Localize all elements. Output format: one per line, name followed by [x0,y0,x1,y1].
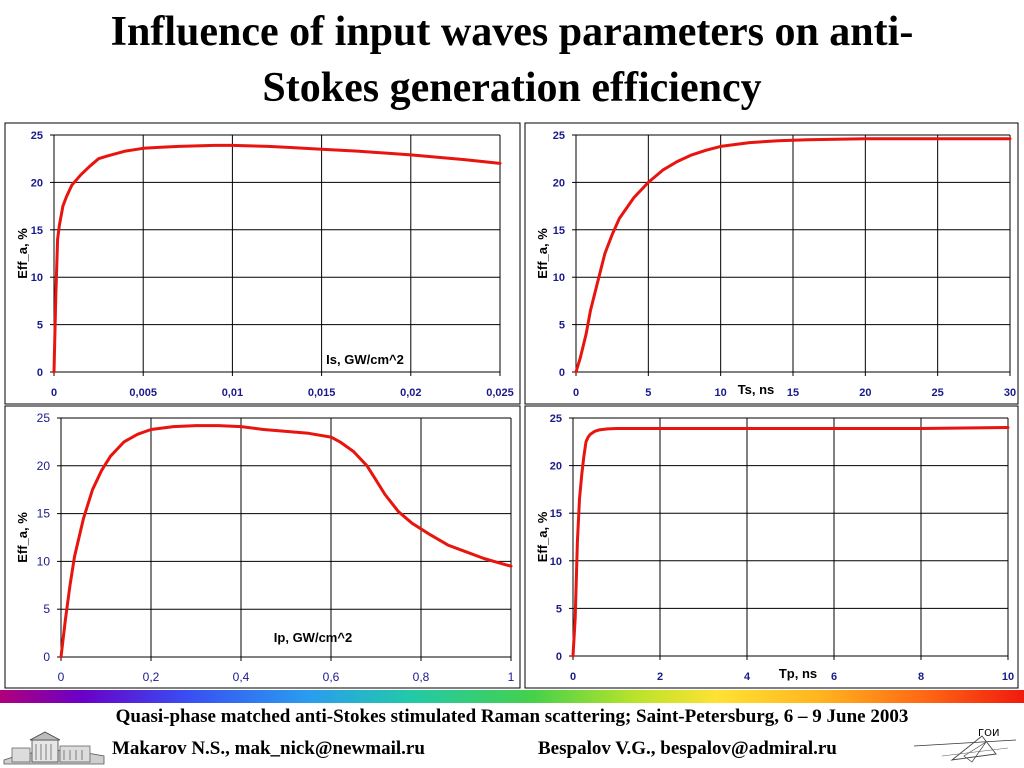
slide-title-line1: Influence of input waves parameters on a… [110,9,914,55]
x-tick-label: 15 [787,387,799,399]
x-tick-label: 0,005 [129,387,157,399]
y-tick-label: 25 [550,413,562,425]
x-tick-label: 0,6 [323,670,340,684]
x-axis-label: Ts, ns [738,382,775,397]
y-tick-label: 5 [37,320,43,332]
author-makarov: Makarov N.S., mak_nick@newmail.ru [112,738,425,759]
y-tick-label: 25 [31,130,43,142]
y-tick-label: 20 [553,177,565,189]
y-tick-label: 25 [553,130,565,142]
chart-frame [524,122,1019,405]
y-tick-label: 5 [556,603,562,615]
x-tick-label: 10 [715,387,727,399]
chart-4: 0 5 10 15 20 25 0 2 4 6 8 10 Tp, ns Eff_a, % [524,405,1019,689]
x-tick-label: 0,4 [233,670,250,684]
y-axis-label: Eff_a, % [15,512,30,563]
y-tick-label: 0 [43,650,50,664]
chart-frame [524,405,1019,689]
x-tick-label: 6 [831,671,837,683]
y-tick-label: 20 [31,177,43,189]
x-tick-label: 4 [744,671,751,683]
x-tick-label: 0 [51,387,57,399]
x-tick-label: 2 [657,671,663,683]
y-tick-label: 15 [550,508,562,520]
x-tick-label: 5 [645,387,651,399]
x-axis-label: Tp, ns [779,666,817,681]
x-tick-label: 0 [570,671,576,683]
x-tick-label: 0,8 [413,670,430,684]
x-tick-label: 0,025 [486,387,514,399]
y-tick-label: 0 [559,367,565,379]
y-axis-label: Eff_a, % [15,228,30,279]
y-tick-label: 0 [556,651,562,663]
x-tick-label: 1 [508,670,515,684]
y-tick-label: 20 [550,461,562,473]
y-tick-label: 15 [553,225,565,237]
chart-frame [4,405,521,689]
y-axis-label: Eff_a, % [535,228,550,279]
chart-frame [4,122,521,405]
x-tick-label: 25 [932,387,944,399]
author-bespalov: Bespalov V.G., bespalov@admiral.ru [538,738,837,759]
series-line [52,143,502,374]
x-tick-label: 20 [859,387,871,399]
x-tick-label: 0,01 [222,387,243,399]
x-tick-label: 0,2 [143,670,160,684]
x-tick-label: 0,02 [400,387,421,399]
y-tick-label: 10 [553,272,565,284]
y-axis-label: Eff_a, % [535,511,550,562]
y-tick-label: 10 [37,554,51,568]
y-tick-label: 15 [37,507,51,521]
y-tick-label: 5 [559,320,565,332]
y-tick-label: 10 [550,556,562,568]
y-tick-label: 25 [37,411,51,425]
chart-1: 0 5 10 15 20 25 0 0,005 0,01 0,015 0,02 0,025 Is, GW… [4,122,521,405]
y-tick-label: 10 [31,272,43,284]
slide-title: Influence of input waves parameters on a… [0,4,1024,116]
chart-3: 0 5 10 15 20 25 0 0,2 0,4 0,6 0,8 1 Ip, GW/cm^2 Eff_a… [4,405,521,689]
goi-logo-icon [913,735,1017,763]
y-tick-label: 0 [37,367,43,379]
building-logo-icon [2,731,106,766]
y-tick-label: 20 [37,459,51,473]
x-tick-label: 10 [1002,671,1014,683]
rainbow-divider [0,690,1024,703]
conference-caption: Quasi-phase matched anti-Stokes stimulat… [115,706,909,727]
y-tick-label: 15 [31,225,43,237]
x-tick-label: 0,015 [308,387,336,399]
x-axis-label: Ip, GW/cm^2 [274,630,352,645]
x-axis-label: Is, GW/cm^2 [326,352,404,367]
series-line [59,424,513,659]
slide-title-line2: Stokes generation efficiency [262,65,762,111]
x-tick-label: 8 [918,671,924,683]
x-tick-label: 0 [58,670,65,684]
y-tick-label: 5 [43,602,50,616]
chart-2: 0 5 10 15 20 25 0 5 10 15 20 25 30 Ts, ns Eff_a, % [524,122,1019,405]
goi-logo-text: ГОИ [978,728,1000,739]
x-tick-label: 30 [1004,387,1016,399]
x-tick-label: 0 [573,387,579,399]
